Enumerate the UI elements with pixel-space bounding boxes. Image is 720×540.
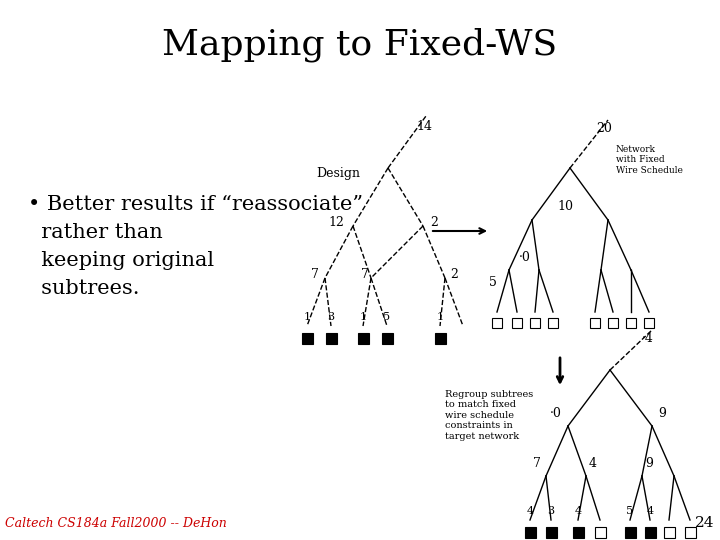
Text: 14: 14: [416, 119, 432, 132]
Text: Mapping to Fixed-WS: Mapping to Fixed-WS: [163, 28, 557, 62]
Text: 12: 12: [328, 215, 344, 228]
Bar: [325, 333, 336, 343]
Text: 3: 3: [328, 312, 335, 322]
Bar: [512, 318, 522, 328]
Bar: [626, 318, 636, 328]
Bar: [382, 333, 392, 343]
Text: 2: 2: [450, 268, 458, 281]
Text: 3: 3: [547, 506, 554, 516]
Bar: [530, 318, 540, 328]
Bar: [624, 526, 636, 537]
Text: 7: 7: [311, 268, 319, 281]
Bar: [302, 333, 312, 343]
Text: 2: 2: [430, 215, 438, 228]
Text: 1: 1: [359, 312, 366, 322]
Bar: [595, 526, 606, 537]
Text: 20: 20: [596, 122, 612, 134]
Text: 5: 5: [626, 506, 634, 516]
Bar: [572, 526, 583, 537]
Text: 4: 4: [575, 506, 582, 516]
Text: 4: 4: [589, 457, 597, 470]
Bar: [546, 526, 557, 537]
Text: 9: 9: [658, 407, 666, 420]
Text: • Better results if “reassociate”
  rather than
  keeping original
  subtrees.: • Better results if “reassociate” rather…: [28, 195, 363, 298]
Text: Regroup subtrees
to match fixed
wire schedule
constraints in
target network: Regroup subtrees to match fixed wire sch…: [445, 390, 534, 441]
Text: ·4: ·4: [642, 332, 654, 345]
Text: 5: 5: [384, 312, 390, 322]
Text: 5: 5: [489, 275, 497, 288]
Bar: [685, 526, 696, 537]
Text: 1: 1: [436, 312, 444, 322]
Text: 24: 24: [695, 516, 714, 530]
Text: ·0: ·0: [550, 407, 562, 420]
Text: 9: 9: [645, 457, 653, 470]
Text: 1: 1: [303, 312, 310, 322]
Text: 7: 7: [533, 457, 541, 470]
Text: Network
with Fixed
Wire Schedule: Network with Fixed Wire Schedule: [616, 145, 683, 175]
Bar: [434, 333, 446, 343]
Text: Design: Design: [316, 166, 360, 179]
Bar: [492, 318, 502, 328]
Bar: [664, 526, 675, 537]
Text: 7: 7: [361, 268, 369, 281]
Bar: [590, 318, 600, 328]
Bar: [644, 526, 655, 537]
Text: 4: 4: [647, 506, 654, 516]
Text: 4: 4: [526, 506, 534, 516]
Bar: [644, 318, 654, 328]
Bar: [608, 318, 618, 328]
Text: 10: 10: [557, 200, 573, 213]
Bar: [358, 333, 369, 343]
Bar: [548, 318, 558, 328]
Text: Caltech CS184a Fall2000 -- DeHon: Caltech CS184a Fall2000 -- DeHon: [5, 517, 227, 530]
Text: ·0: ·0: [519, 251, 531, 264]
Bar: [524, 526, 536, 537]
